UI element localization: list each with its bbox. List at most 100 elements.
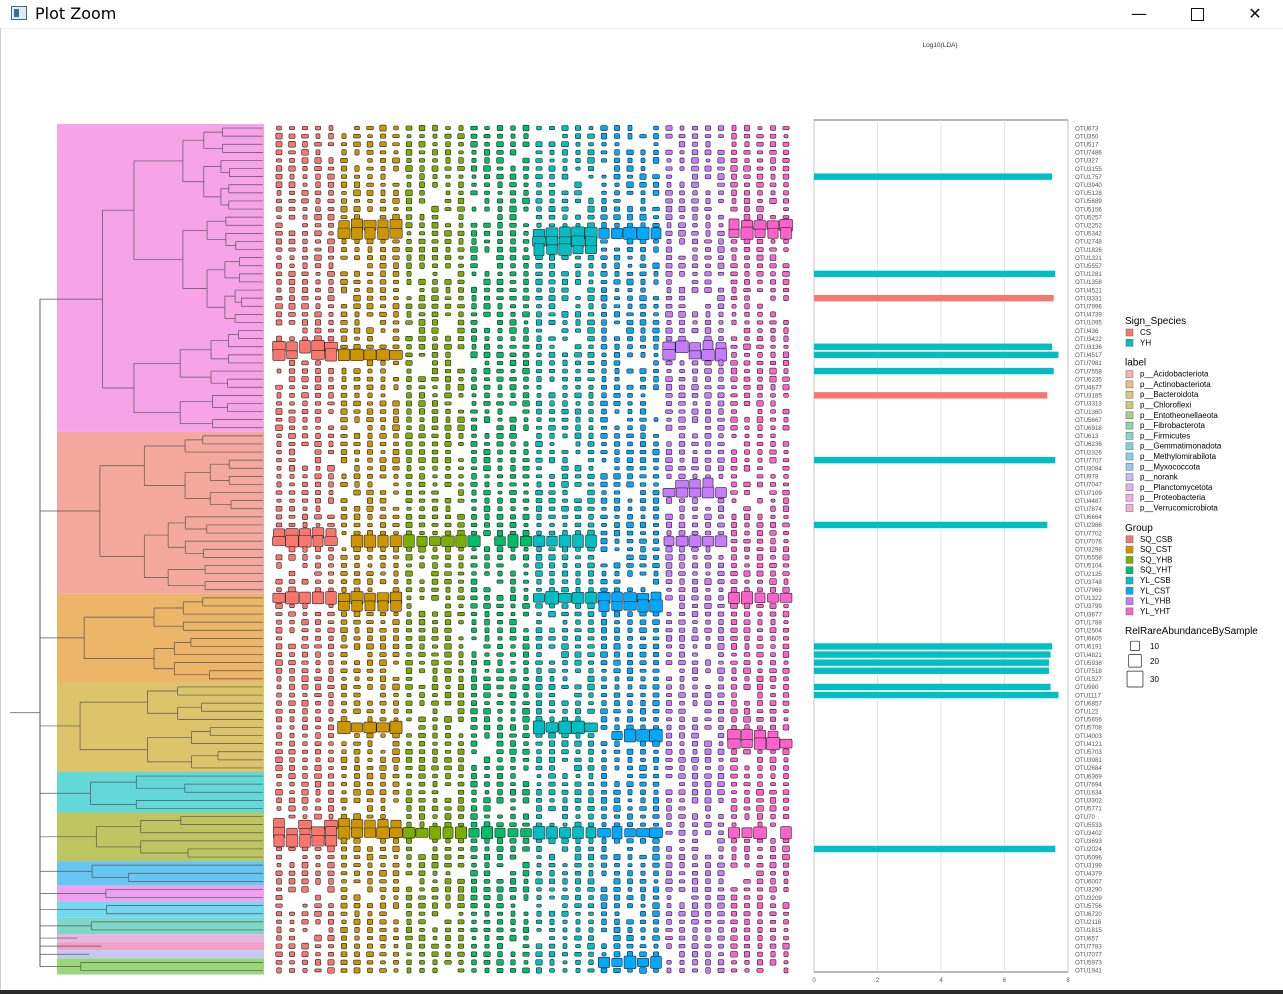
abundance-box-OTU7783-SQ_CST xyxy=(341,943,347,950)
abundance-box-OTU6236-YL_CST xyxy=(601,441,607,446)
abundance-box-OTU122-YL_CST xyxy=(627,709,633,714)
abundance-box-OTU5771-SQ_CST xyxy=(380,805,386,812)
abundance-box-OTU4379-SQ_CST xyxy=(340,871,348,876)
abundance-box-OTU3199-SQ_YHT xyxy=(484,862,490,869)
abundance-box-OTU2504-YL_CST xyxy=(601,627,607,634)
abundance-box-OTU1117-SQ_CSB xyxy=(328,692,334,698)
abundance-box-OTU3290-SQ_CSB xyxy=(327,886,335,893)
abundance-box-OTU5771-YL_CST xyxy=(613,805,621,812)
abundance-box-OTU2024-YL_YHB xyxy=(666,846,672,852)
abundance-box-OTU7109-YL_CST xyxy=(613,490,621,495)
abundance-box-OTU6007-YL_CST xyxy=(613,878,621,885)
abundance-box-OTU5667-YL_CSB xyxy=(588,417,594,423)
abundance-box-OTU7081-SQ_CSB xyxy=(315,360,321,366)
abundance-box-OTU3185-SQ_CSB xyxy=(301,392,309,399)
abundance-box-OTU7077-YL_YHT xyxy=(743,951,751,958)
abundance-box-OTU3185-YL_CST xyxy=(613,392,621,398)
abundance-box-OTU1527-YL_CST xyxy=(640,676,646,682)
abundance-box-OTU3693-YL_CSB xyxy=(588,837,594,844)
abundance-box-OTU7486-SQ_YHB xyxy=(458,150,464,155)
abundance-box-OTU5756-YL_YHT xyxy=(769,903,777,908)
abundance-box-OTU5667-YL_CSB xyxy=(561,417,569,422)
abundance-box-OTU4677-SQ_CST xyxy=(380,384,386,390)
otu-label: OTU3981 xyxy=(1075,757,1102,764)
abundance-box-OTU5756-SQ_YHT xyxy=(484,903,490,909)
abundance-box-OTU7047-SQ_YHT xyxy=(523,482,529,487)
abundance-box-OTU6236-SQ_YHT xyxy=(496,441,504,447)
abundance-box-OTU350-SQ_YHB xyxy=(406,134,412,139)
abundance-box-OTU5557-SQ_YHB xyxy=(406,262,412,269)
abundance-box-OTU5771-SQ_CST xyxy=(341,806,347,811)
abundance-box-OTU4521-YL_YHB xyxy=(666,286,672,294)
abundance-box-OTU4379-YL_YHT xyxy=(783,870,789,876)
abundance-box-OTU5156-SQ_CSB xyxy=(315,206,321,212)
abundance-box-OTU5756-YL_CST xyxy=(652,902,660,909)
abundance-box-OTU1788-SQ_CST xyxy=(366,620,374,625)
minimize-button[interactable]: — xyxy=(1131,4,1147,23)
abundance-box-OTU6191-SQ_CSB xyxy=(301,644,309,649)
abundance-box-OTU3331-SQ_CSB xyxy=(315,296,321,301)
abundance-box-OTU1321-SQ_YHT xyxy=(496,255,504,261)
otu-label: OTU2116 xyxy=(1075,919,1102,926)
abundance-box-OTU1815-SQ_CST xyxy=(354,927,360,933)
abundance-box-OTU3313-SQ_CST xyxy=(353,400,361,407)
abundance-box-OTU1941-YL_YHB xyxy=(691,968,699,973)
abundance-box-OTU7874-YL_YHB xyxy=(692,506,698,511)
abundance-box-OTU6236-YL_CST xyxy=(627,441,633,447)
abundance-box-OTU5708-YL_CSB xyxy=(545,722,559,733)
abundance-box-OTU7707-YL_YHB xyxy=(717,457,725,463)
abundance-box-OTU1941-YL_CSB xyxy=(587,968,595,973)
abundance-box-OTU6857-SQ_CST xyxy=(393,700,399,706)
abundance-box-OTU7486-SQ_CSB xyxy=(315,149,321,156)
abundance-box-OTU1941-SQ_YHT xyxy=(484,967,490,974)
abundance-box-OTU7702-SQ_CST xyxy=(393,531,399,535)
abundance-box-OTU1634-SQ_CST xyxy=(366,789,374,796)
abundance-box-OTU4821-YL_CST xyxy=(600,651,608,658)
abundance-box-OTU5708-SQ_YHT xyxy=(510,724,516,731)
abundance-box-OTU2125-YL_CSB xyxy=(587,570,595,577)
abundance-box-OTU4121-YL_YHB xyxy=(718,741,724,747)
abundance-box-OTU2252-YL_CSB xyxy=(562,223,568,228)
abundance-box-OTU4821-YL_CST xyxy=(626,651,634,658)
abundance-box-OTU7486-SQ_YHB xyxy=(405,149,413,156)
abundance-box-OTU4521-SQ_CST xyxy=(379,287,387,293)
abundance-box-OTU4487-SQ_YHB xyxy=(431,498,439,503)
abundance-box-OTU5128-YL_YHT xyxy=(731,189,737,197)
abundance-box-OTU613-YL_YHB xyxy=(678,433,686,439)
abundance-box-OTU6664-SQ_CSB xyxy=(288,515,296,519)
abundance-box-OTU2748-SQ_CSB xyxy=(314,239,322,244)
abundance-box-OTU7047-SQ_CSB xyxy=(276,481,282,488)
abundance-box-OTU7702-YL_CSB xyxy=(536,530,542,536)
abundance-box-OTU327-SQ_YHT xyxy=(522,157,530,164)
abundance-box-OTU4821-SQ_YHT xyxy=(471,651,477,658)
abundance-box-OTU673-SQ_CSB xyxy=(315,125,321,131)
abundance-box-OTU3331-YL_YHT xyxy=(770,295,776,301)
abundance-box-OTU4821-YL_YHT xyxy=(743,652,751,657)
abundance-box-OTU1360-SQ_CST xyxy=(379,409,387,414)
otu-label: OTU3298 xyxy=(1075,546,1102,553)
abundance-box-OTU4677-SQ_YHT xyxy=(483,384,491,390)
abundance-box-OTU7047-YL_CSB xyxy=(561,481,569,488)
abundance-box-OTU4739-YL_YHT xyxy=(770,311,776,318)
abundance-box-OTU7969-YL_CSB xyxy=(561,587,569,593)
abundance-box-OTU4739-SQ_CSB xyxy=(301,312,309,317)
abundance-box-OTU2116-SQ_CST xyxy=(379,919,387,925)
abundance-box-OTU1815-YL_YHT xyxy=(731,927,737,933)
abundance-box-OTU2748-SQ_YHT xyxy=(497,238,503,244)
close-button[interactable]: ✕ xyxy=(1248,4,1262,23)
abundance-box-OTU5771-SQ_YHB xyxy=(406,805,412,812)
abundance-box-OTU70-YL_CSB xyxy=(575,814,581,819)
abundance-box-OTU3402-SQ_YHT xyxy=(520,828,532,838)
abundance-box-OTU2125-SQ_CSB xyxy=(288,570,296,577)
abundance-box-OTU5533-YL_CST xyxy=(601,822,607,828)
abundance-box-OTU6007-YL_YHT xyxy=(770,878,776,885)
abundance-box-OTU3677-YL_YHB xyxy=(691,611,699,617)
abundance-box-OTU3402-SQ_CST xyxy=(351,827,363,838)
abundance-box-OTU1358-YL_CSB xyxy=(588,279,594,285)
abundance-box-OTU6857-SQ_YHB xyxy=(419,700,425,706)
abundance-box-OTU4677-YL_YHB xyxy=(691,384,699,391)
abundance-box-OTU5257-YL_CSB xyxy=(548,214,556,220)
abundance-box-OTU7109-SQ_YHT xyxy=(523,490,529,495)
abundance-box-OTU2116-YL_CST xyxy=(639,919,647,924)
maximize-button[interactable] xyxy=(1174,0,1220,28)
